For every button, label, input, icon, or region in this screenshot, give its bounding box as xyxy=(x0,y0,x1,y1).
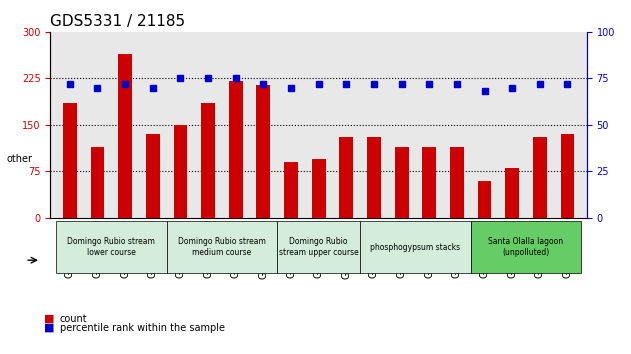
Bar xyxy=(91,147,104,218)
Text: ■: ■ xyxy=(44,323,55,333)
FancyBboxPatch shape xyxy=(167,221,277,273)
Bar xyxy=(505,169,519,218)
Bar xyxy=(533,137,546,218)
Text: GDS5331 / 21185: GDS5331 / 21185 xyxy=(50,14,186,29)
Text: other: other xyxy=(6,154,32,164)
Bar xyxy=(339,137,353,218)
Text: Domingo Rubio
stream upper course: Domingo Rubio stream upper course xyxy=(279,237,358,257)
FancyBboxPatch shape xyxy=(56,221,167,273)
Bar xyxy=(146,134,160,218)
Bar xyxy=(174,125,187,218)
FancyBboxPatch shape xyxy=(360,221,471,273)
Bar xyxy=(478,181,492,218)
Bar xyxy=(284,162,298,218)
Bar xyxy=(201,103,215,218)
Bar xyxy=(229,81,243,218)
Bar xyxy=(450,147,464,218)
Bar xyxy=(394,147,408,218)
Text: percentile rank within the sample: percentile rank within the sample xyxy=(60,323,225,333)
Text: Domingo Rubio stream
lower course: Domingo Rubio stream lower course xyxy=(68,237,155,257)
Bar xyxy=(312,159,326,218)
Text: count: count xyxy=(60,314,88,324)
Bar xyxy=(367,137,381,218)
Bar xyxy=(256,85,270,218)
Text: ■: ■ xyxy=(44,314,55,324)
Text: Santa Olalla lagoon
(unpolluted): Santa Olalla lagoon (unpolluted) xyxy=(488,237,563,257)
Bar xyxy=(422,147,436,218)
Text: phosphogypsum stacks: phosphogypsum stacks xyxy=(370,242,461,252)
Bar xyxy=(118,53,132,218)
FancyBboxPatch shape xyxy=(277,221,360,273)
Bar xyxy=(560,134,574,218)
Bar xyxy=(63,103,77,218)
Text: Domingo Rubio stream
medium course: Domingo Rubio stream medium course xyxy=(178,237,266,257)
FancyBboxPatch shape xyxy=(471,221,581,273)
